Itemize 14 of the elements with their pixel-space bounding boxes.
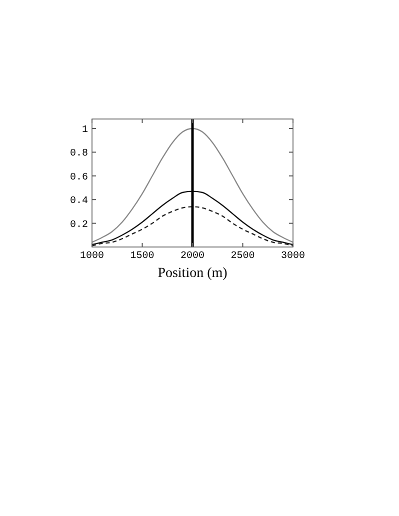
y-tick-label: 1: [82, 124, 88, 136]
y-tick-label: 0.8: [70, 148, 88, 160]
line-series: [92, 128, 293, 243]
x-tick-label: 1500: [130, 251, 154, 262]
y-tick-label: 0.6: [70, 172, 88, 184]
x-tick-label: 2500: [230, 251, 255, 262]
y-tick-label: 0.2: [70, 220, 88, 231]
x-tick-label: 1000: [80, 251, 104, 262]
x-tick-label: 3000: [280, 251, 306, 262]
x-axis-title: Position (m): [158, 266, 228, 281]
line-series: [92, 206, 293, 246]
line-series: [92, 190, 293, 246]
x-tick-label: 2000: [180, 251, 205, 262]
y-tick-label: 0.4: [70, 196, 88, 208]
